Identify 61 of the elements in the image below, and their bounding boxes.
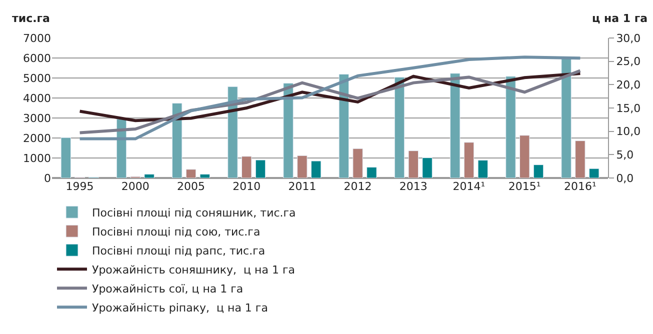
legend-label: Урожайність ріпаку, ц на 1 га	[92, 301, 268, 314]
x-tick-label: 2000	[121, 180, 150, 193]
bar	[506, 76, 516, 178]
x-tick-label: 2005	[177, 180, 205, 193]
bar	[478, 160, 488, 178]
x-tick-label: 2010	[232, 180, 261, 193]
bar	[255, 160, 266, 178]
legend-label: Урожайність сої, ц на 1 га	[92, 282, 244, 296]
y2-axis-title: ц на 1 га	[592, 12, 648, 25]
bar	[241, 156, 252, 178]
bar	[533, 164, 544, 178]
y2-tick-label: 25,0	[616, 55, 641, 68]
x-tick-label: 1995	[66, 180, 94, 193]
x-tick-label: 2011	[288, 180, 316, 193]
bar	[464, 142, 474, 178]
bar	[338, 74, 350, 178]
bar	[200, 174, 210, 178]
bar	[366, 166, 377, 178]
x-tick-label: 2013	[399, 180, 428, 193]
y2-tick-label: 20,0	[616, 78, 641, 92]
line-series	[78, 69, 582, 134]
bar	[60, 137, 72, 178]
bar	[144, 174, 154, 178]
x-tick-label: 2016¹	[564, 180, 596, 193]
y-tick-label: 6000	[23, 52, 51, 65]
bar	[297, 155, 308, 178]
y2-tick-label: 5,0	[616, 148, 634, 162]
bar	[352, 148, 363, 178]
y-tick-label: 1000	[23, 152, 51, 165]
y2-tick-label: 15,0	[616, 102, 641, 115]
bar	[450, 73, 460, 178]
x-tick-label: 2012	[344, 180, 372, 193]
bar	[186, 169, 196, 178]
bar	[408, 150, 419, 178]
bar	[519, 135, 530, 178]
x-tick-label: 2014¹	[452, 180, 486, 193]
y-tick-label: 2000	[23, 132, 51, 145]
bar	[228, 86, 238, 178]
bar	[310, 160, 322, 178]
y-tick-label: 3000	[23, 112, 51, 125]
y2-tick-label: 30,0	[616, 32, 641, 45]
bar	[575, 140, 586, 178]
legend-label: Посівні площі під соняшник, тис.га	[92, 206, 296, 220]
line-series	[78, 56, 582, 140]
y-tick-label: 5000	[23, 72, 51, 85]
y-tick-label: 4000	[23, 92, 51, 105]
y2-tick-label: 10,0	[616, 125, 641, 138]
x-tick-label: 2015¹	[508, 180, 541, 193]
y-tick-label: 0	[44, 172, 51, 185]
bar	[283, 82, 294, 178]
legend-label: Посівні площі під рапс, тис.га	[92, 244, 266, 258]
bar	[588, 168, 600, 178]
bar	[422, 158, 432, 178]
bar	[172, 102, 182, 178]
bar	[561, 58, 572, 178]
y2-tick-label: 0,0	[616, 172, 634, 185]
legend-label: Посівні площі під сою, тис.га	[92, 225, 260, 238]
legend-label: Урожайність соняшнику, ц на 1 га	[92, 263, 295, 276]
y-axis-title: тис.га	[12, 12, 50, 25]
y-tick-label: 7000	[23, 32, 51, 45]
bar	[394, 76, 405, 178]
